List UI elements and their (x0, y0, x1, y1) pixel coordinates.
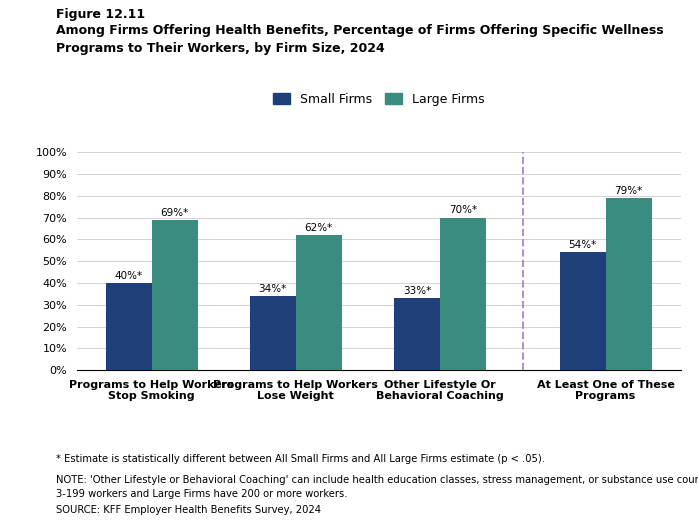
Bar (560, 253, 606, 370)
Text: 54%*: 54%* (568, 240, 597, 250)
Text: NOTE: 'Other Lifestyle or Behavioral Coaching' can include health education clas: NOTE: 'Other Lifestyle or Behavioral Coa… (56, 475, 698, 499)
Text: 33%*: 33%* (403, 286, 431, 296)
Bar (105, 283, 151, 370)
Text: Figure 12.11: Figure 12.11 (56, 8, 145, 21)
Text: 70%*: 70%* (449, 205, 477, 215)
Text: 62%*: 62%* (305, 223, 333, 233)
Bar (296, 235, 342, 370)
Bar (440, 217, 486, 370)
Legend: Small Firms, Large Firms: Small Firms, Large Firms (272, 93, 485, 106)
Text: SOURCE: KFF Employer Health Benefits Survey, 2024: SOURCE: KFF Employer Health Benefits Sur… (56, 505, 321, 515)
Text: 40%*: 40%* (114, 271, 142, 281)
Bar (394, 298, 440, 370)
Bar (606, 198, 652, 370)
Text: 69%*: 69%* (161, 207, 189, 217)
Bar (151, 220, 198, 370)
Text: * Estimate is statistically different between All Small Firms and All Large Firm: * Estimate is statistically different be… (56, 454, 545, 464)
Bar (250, 296, 296, 370)
Text: 79%*: 79%* (614, 186, 643, 196)
Text: 34%*: 34%* (259, 284, 287, 294)
Text: Among Firms Offering Health Benefits, Percentage of Firms Offering Specific Well: Among Firms Offering Health Benefits, Pe… (56, 24, 664, 37)
Text: Programs to Their Workers, by Firm Size, 2024: Programs to Their Workers, by Firm Size,… (56, 42, 385, 55)
